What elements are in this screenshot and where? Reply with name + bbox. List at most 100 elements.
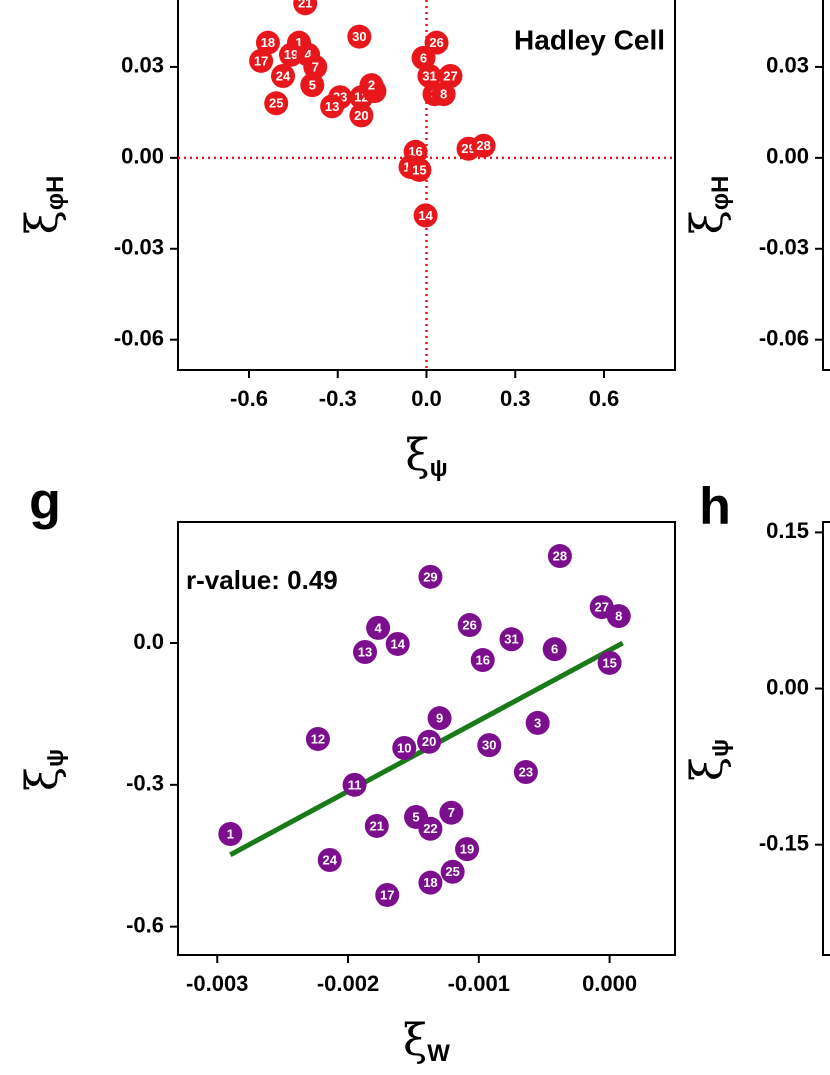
x-tick-label: -0.6 [230,386,268,411]
y-tick-label: -0.3 [126,771,164,796]
y-tick-label: -0.06 [759,326,809,351]
annotation: Hadley Cell [514,24,665,55]
point-label: 29 [423,569,437,584]
y-tick-label: -0.06 [114,326,164,351]
point [271,64,296,89]
point-label: 8 [440,87,447,102]
annotation: r-value: 0.49 [186,565,338,595]
point [353,639,378,664]
x-tick-label: -0.002 [317,971,379,996]
point [455,837,480,862]
plot-frame [822,0,830,371]
plot-frame [822,521,830,956]
y-tick-label: 0.03 [766,53,809,78]
point-label: 15 [602,655,616,670]
point-label: 25 [445,864,459,879]
y-tick-label: 0.03 [121,53,164,78]
point-label: 5 [309,78,316,93]
point-label: 1 [295,35,302,50]
point [407,157,432,182]
point [413,203,438,228]
point-label: 26 [462,617,476,632]
y-tick-label: 0.0 [133,629,164,654]
point-label: 22 [423,821,437,836]
point [417,729,442,754]
point [392,735,417,760]
x-tick-label: 0.3 [500,386,531,411]
point-label: 21 [298,0,312,11]
point [366,615,391,640]
point [431,82,456,107]
point-label: 7 [448,805,455,820]
point-label: 27 [443,68,457,83]
point [427,706,452,731]
point-label: 27 [595,600,609,615]
axis-symbol: ξ [682,757,733,781]
point-label: 18 [261,35,275,50]
axis-subscript: φH [42,176,69,211]
point-label: 2 [368,78,375,93]
point [249,48,274,73]
point-label: 25 [269,96,283,111]
axis-label: ξψ [17,749,70,791]
point [347,24,372,49]
point [418,870,443,895]
x-tick-label: 0.000 [582,971,637,996]
point [457,613,482,638]
point-label: 21 [370,818,384,833]
point-label: 6 [420,50,427,65]
point [597,650,622,675]
axis-symbol: ξ [403,1015,427,1066]
point [438,64,463,89]
point-label: 13 [325,99,339,114]
point [440,859,465,884]
y-tick-label: -0.15 [759,830,809,855]
axis-label: ξφH [682,176,735,235]
point-label: 28 [553,548,567,563]
axis-subscript: φH [707,176,734,211]
axis-subscript: ψ [42,749,69,767]
point-label: 8 [615,609,622,624]
point-label: 23 [519,764,533,779]
point-label: 18 [423,875,437,890]
point-label: 16 [476,652,490,667]
point [303,54,328,79]
panel-label: g [29,473,61,531]
point [218,821,243,846]
point [320,94,345,119]
point [300,73,325,98]
axis-subscript: W [427,1040,450,1067]
axis-label: ξψ [682,739,735,781]
point [513,760,538,785]
point-label: 13 [358,644,372,659]
x-tick-label: -0.001 [448,971,510,996]
point [293,0,318,16]
point-label: 9 [436,711,443,726]
point [342,772,367,797]
point [542,637,567,662]
axis-symbol: ξ [17,210,68,234]
point [385,631,410,656]
point-label: 7 [312,59,319,74]
point [317,847,342,872]
point-label: 20 [354,108,368,123]
x-tick-label: -0.003 [186,971,248,996]
panel-label: h [699,478,731,536]
point-label: 31 [422,68,436,83]
x-tick-label: 0.6 [589,386,620,411]
point [424,30,449,55]
point-label: 28 [476,138,490,153]
point [547,544,572,569]
point [525,710,550,735]
axis-symbol: ξ [405,430,429,481]
point-label: 31 [504,632,518,647]
point-label: 15 [412,162,426,177]
point-label: 26 [429,35,443,50]
axis-label: ξφH [17,176,70,235]
y-tick-label: -0.6 [126,912,164,937]
plot-frame [177,521,676,956]
point-label: 30 [482,738,496,753]
point [606,604,631,629]
x-tick-label: -0.3 [319,386,357,411]
x-tick-label: 0.0 [411,386,442,411]
